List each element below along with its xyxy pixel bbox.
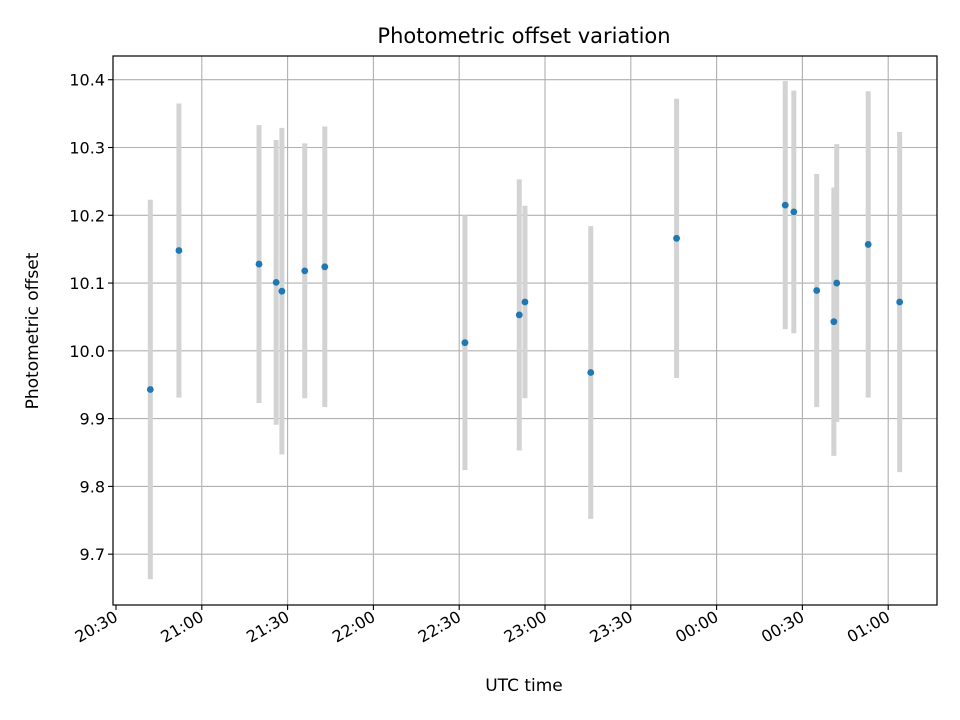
data-points — [146, 201, 904, 393]
y-tick-label: 10.0 — [69, 342, 105, 361]
y-axis-label: Photometric offset — [23, 252, 43, 409]
y-tick-label: 9.9 — [80, 410, 105, 429]
data-point — [673, 234, 680, 242]
data-point — [830, 318, 838, 326]
errorbars — [147, 81, 903, 580]
data-point — [790, 208, 798, 216]
data-point — [587, 369, 595, 376]
x-tick-label: 21:00 — [157, 607, 206, 647]
x-tick-label: 21:30 — [243, 607, 292, 647]
x-tick-label: 01:00 — [844, 607, 893, 647]
data-point — [301, 267, 309, 275]
data-point — [461, 339, 469, 347]
y-tick-label: 10.1 — [69, 274, 105, 293]
y-tick-label: 9.8 — [80, 477, 105, 496]
data-point — [255, 260, 263, 268]
x-tick-label: 23:30 — [586, 607, 635, 647]
x-tick-label: 00:00 — [672, 607, 721, 647]
data-point — [321, 263, 329, 271]
data-point — [781, 201, 789, 209]
x-tick-label: 22:30 — [415, 607, 464, 647]
plot-frame — [112, 55, 938, 606]
data-point — [813, 287, 821, 294]
data-point — [272, 278, 280, 286]
x-tick-label: 00:30 — [758, 607, 807, 647]
data-point — [278, 287, 286, 295]
data-point — [146, 386, 154, 393]
x-tick-label: 22:00 — [329, 607, 378, 647]
data-point — [521, 298, 529, 306]
x-axis-label: UTC time — [485, 676, 563, 696]
data-point — [896, 298, 904, 306]
y-tick-label: 10.3 — [69, 139, 105, 158]
x-axis-ticks: 20:30 21:00 21:30 22:00 22:30 23:00 23:30 00:00… — [72, 605, 893, 647]
data-point — [175, 247, 183, 254]
data-point — [515, 311, 523, 319]
x-tick-label: 20:30 — [72, 607, 121, 647]
data-point — [833, 279, 841, 287]
data-point — [864, 241, 872, 248]
chart-title: Photometric offset variation — [377, 24, 670, 48]
y-tick-label: 10.2 — [69, 206, 105, 225]
y-tick-label: 10.4 — [69, 71, 105, 90]
y-axis-ticks: 9.7 9.8 9.9 10.0 10.1 10.2 10.3 10.4 — [69, 71, 113, 564]
x-tick-label: 23:00 — [501, 607, 550, 647]
y-tick-label: 9.7 — [80, 545, 105, 564]
